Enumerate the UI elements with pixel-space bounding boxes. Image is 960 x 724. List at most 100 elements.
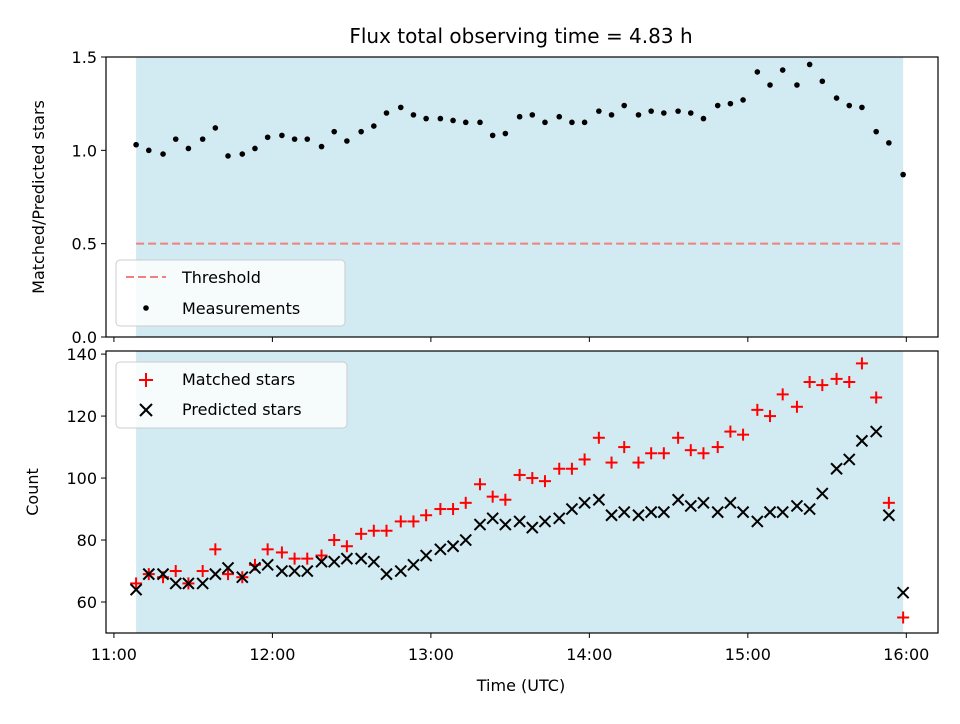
measurement-point xyxy=(358,128,364,135)
matched-point xyxy=(169,565,182,578)
matched-point xyxy=(355,527,368,540)
measurement-point xyxy=(675,108,681,114)
matched-point xyxy=(645,447,658,460)
measurement-point xyxy=(344,138,350,144)
x-tick-label: 15:00 xyxy=(725,645,771,664)
matched-point xyxy=(288,552,301,565)
matched-point xyxy=(578,453,591,466)
predicted-point xyxy=(340,552,354,565)
predicted-point xyxy=(711,505,724,519)
measurement-point xyxy=(410,112,417,118)
ratio-y-axis-label: Matched/Predicted stars xyxy=(29,100,48,294)
ratio-y-tick-label: 0.5 xyxy=(72,235,97,254)
predicted-point xyxy=(869,425,883,438)
predicted-point xyxy=(327,555,341,568)
count-y-tick-label: 80 xyxy=(77,531,97,550)
measurement-point xyxy=(225,153,231,159)
measurement-point xyxy=(608,112,615,118)
measurement-point xyxy=(819,78,826,85)
predicted-point xyxy=(578,496,591,510)
matched-point xyxy=(513,468,526,481)
measurement-point xyxy=(516,113,523,120)
measurement-point xyxy=(581,119,588,126)
matched-point xyxy=(618,441,631,454)
matched-point xyxy=(459,496,472,509)
measurement-point xyxy=(556,113,563,120)
count-y-tick-label: 140 xyxy=(66,345,97,364)
measurement-point xyxy=(145,147,152,154)
matched-point xyxy=(328,534,341,547)
matched-point xyxy=(790,400,803,413)
predicted-point xyxy=(751,515,764,528)
count-y-tick-label: 120 xyxy=(66,407,97,426)
count-legend: Matched stars Predicted stars xyxy=(115,361,348,429)
predicted-point xyxy=(736,505,750,519)
predicted-point xyxy=(315,555,328,568)
ratio-y-tick-label: 1.5 xyxy=(72,48,97,67)
measurement-point xyxy=(767,82,773,88)
matched-point xyxy=(711,441,724,454)
measurement-point xyxy=(477,119,483,126)
measurement-point xyxy=(199,136,206,142)
ratio-y-tick-label: 0.0 xyxy=(72,328,97,347)
predicted-point xyxy=(830,462,843,475)
measurement-point xyxy=(160,151,166,157)
predicted-point xyxy=(644,505,658,519)
x-tick-label: 14:00 xyxy=(566,645,612,664)
predicted-point xyxy=(275,564,289,578)
matched-point xyxy=(434,503,447,516)
predicted-point xyxy=(407,558,420,572)
measurement-point xyxy=(489,132,496,139)
matched-point xyxy=(632,456,645,469)
measurement-point xyxy=(462,119,469,126)
predicted-point xyxy=(776,505,789,519)
matched-point xyxy=(724,425,737,438)
predicted-point xyxy=(473,518,487,531)
measurement-point xyxy=(450,117,456,124)
matched-point xyxy=(499,493,512,506)
ratio-x-ticks xyxy=(113,337,907,342)
matched-legend-swatch xyxy=(139,373,153,387)
measurement-point xyxy=(318,143,325,150)
ratio-panel: 0.0 0.5 1.0 1.5 Matched/Predicted stars Thr… xyxy=(29,48,939,347)
predicted-point xyxy=(459,533,472,547)
measurement-point xyxy=(596,108,602,114)
predicted-point xyxy=(261,558,274,572)
count-x-ticks: 11:00 12:00 13:00 14:00 15:00 16:00 xyxy=(91,633,929,664)
x-tick-label: 11:00 xyxy=(91,645,137,664)
predicted-point xyxy=(605,509,618,522)
predicted-point xyxy=(763,505,777,519)
predicted-point xyxy=(156,567,170,581)
measurement-point xyxy=(331,128,338,135)
predicted-point xyxy=(248,561,262,575)
predicted-point xyxy=(446,540,460,553)
matched-point xyxy=(684,444,697,457)
predicted-point xyxy=(182,577,195,590)
count-legend-box xyxy=(115,361,348,429)
predicted-point xyxy=(394,564,407,578)
matched-point xyxy=(843,375,856,388)
ratio-axes-frame xyxy=(105,56,939,338)
threshold-legend-label: Threshold xyxy=(181,268,261,287)
predicted-point xyxy=(301,564,314,578)
matched-point xyxy=(261,543,274,556)
predicted-point xyxy=(565,502,579,516)
matched-legend-label: Matched stars xyxy=(182,370,295,389)
predicted-point xyxy=(592,493,606,506)
x-tick-label: 13:00 xyxy=(408,645,454,664)
matched-point xyxy=(407,515,420,528)
predicted-point xyxy=(236,571,249,584)
measurement-point xyxy=(529,112,536,118)
count-y-tick-label: 100 xyxy=(66,469,97,488)
matched-point xyxy=(657,447,670,460)
measurements-legend-swatch xyxy=(143,305,149,311)
matched-point xyxy=(474,478,487,491)
predicted-point xyxy=(882,509,896,522)
predicted-point xyxy=(843,453,856,466)
matched-point xyxy=(882,496,895,509)
predicted-point xyxy=(288,564,301,578)
predicted-point xyxy=(513,515,526,528)
matched-point xyxy=(897,611,910,624)
